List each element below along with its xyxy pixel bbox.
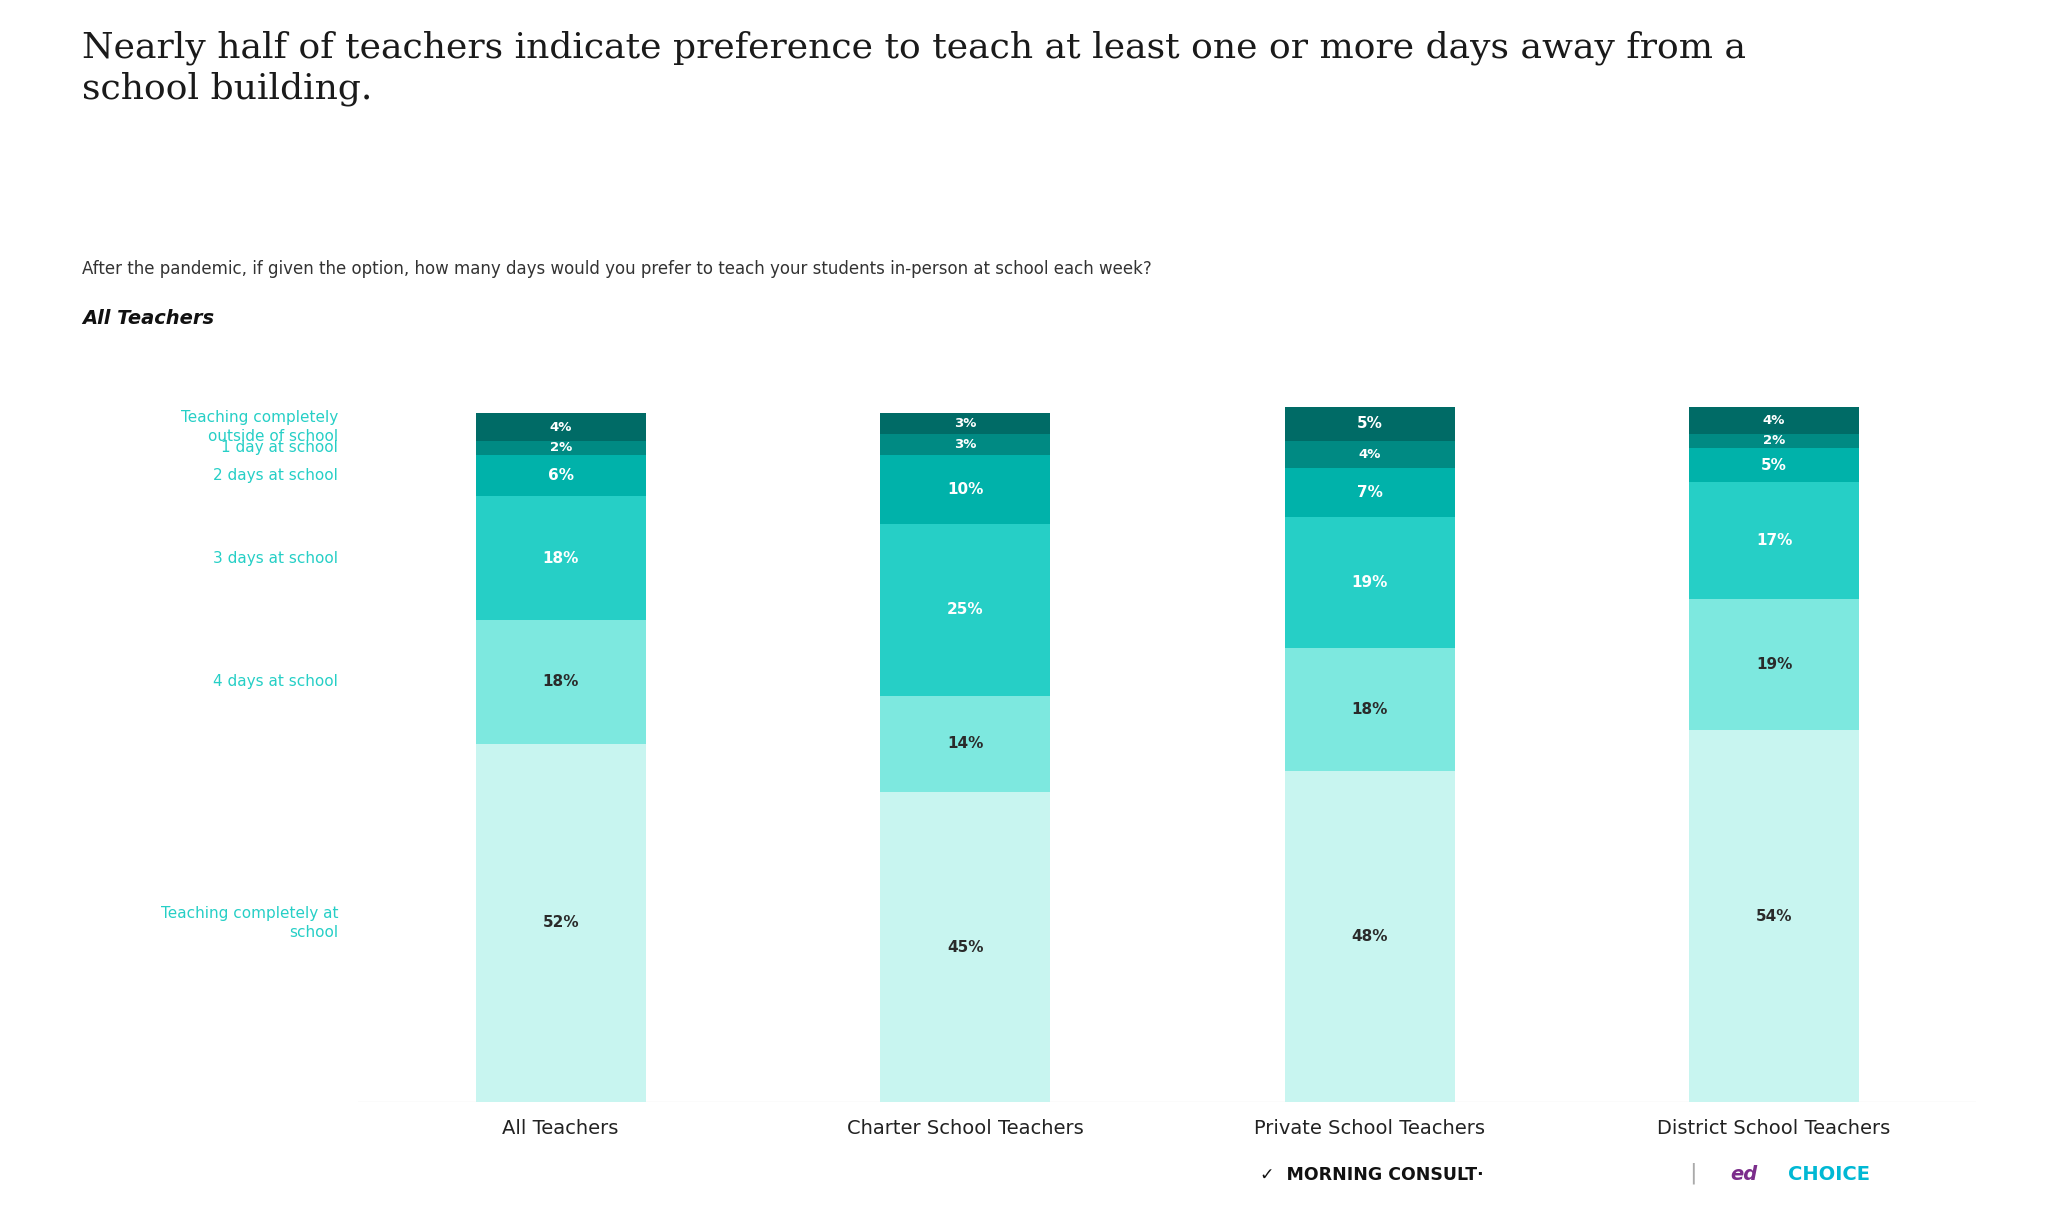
- Text: 5%: 5%: [1356, 417, 1382, 431]
- Bar: [1690, 434, 1860, 448]
- Text: 2 days at school: 2 days at school: [213, 467, 338, 483]
- Bar: [1690, 448, 1860, 482]
- Bar: [475, 441, 645, 454]
- Text: 5%: 5%: [1761, 458, 1788, 472]
- Text: Nearly half of teachers indicate preference to teach at least one or more days a: Nearly half of teachers indicate prefere…: [82, 30, 1745, 107]
- Text: 1 day at school: 1 day at school: [221, 441, 338, 455]
- Text: 10%: 10%: [946, 482, 983, 497]
- Bar: [475, 454, 645, 497]
- Text: Teaching completely at
school: Teaching completely at school: [160, 906, 338, 940]
- Bar: [475, 620, 645, 744]
- Text: 52%: 52%: [543, 916, 580, 930]
- Text: Teaching completely
outside of school: Teaching completely outside of school: [180, 411, 338, 444]
- Bar: [1284, 469, 1454, 517]
- Text: 6%: 6%: [547, 467, 573, 483]
- Text: 18%: 18%: [1352, 702, 1389, 717]
- Bar: [1284, 648, 1454, 771]
- Text: 4 days at school: 4 days at school: [213, 675, 338, 689]
- Text: |: |: [1690, 1163, 1698, 1184]
- Bar: [881, 696, 1051, 792]
- Bar: [1284, 441, 1454, 469]
- Text: 25%: 25%: [946, 602, 983, 618]
- Text: 2%: 2%: [549, 441, 571, 454]
- Bar: [475, 413, 645, 441]
- Bar: [475, 744, 645, 1102]
- Text: 4%: 4%: [1358, 448, 1380, 461]
- Text: 3%: 3%: [954, 438, 977, 450]
- Text: 4%: 4%: [549, 420, 571, 434]
- Text: 4%: 4%: [1763, 414, 1786, 426]
- Text: 45%: 45%: [946, 940, 983, 954]
- Text: 2%: 2%: [1763, 435, 1786, 447]
- Text: 48%: 48%: [1352, 929, 1389, 945]
- Text: After the pandemic, if given the option, how many days would you prefer to teach: After the pandemic, if given the option,…: [82, 260, 1151, 279]
- Bar: [881, 413, 1051, 434]
- Text: 54%: 54%: [1755, 908, 1792, 924]
- Bar: [1690, 482, 1860, 599]
- Text: 3 days at school: 3 days at school: [213, 551, 338, 566]
- Text: ed: ed: [1731, 1165, 1757, 1184]
- Bar: [881, 523, 1051, 696]
- Text: 3%: 3%: [954, 418, 977, 430]
- Text: ✓  MORNING CONSULT·: ✓ MORNING CONSULT·: [1260, 1166, 1483, 1184]
- Bar: [881, 454, 1051, 523]
- Bar: [1284, 771, 1454, 1102]
- Text: CHOICE: CHOICE: [1788, 1165, 1870, 1184]
- Bar: [1690, 407, 1860, 434]
- Text: 17%: 17%: [1755, 533, 1792, 549]
- Bar: [1284, 407, 1454, 441]
- Bar: [881, 792, 1051, 1102]
- Bar: [1690, 730, 1860, 1102]
- Text: 7%: 7%: [1356, 486, 1382, 500]
- Bar: [881, 434, 1051, 454]
- Bar: [475, 497, 645, 620]
- Text: All Teachers: All Teachers: [82, 309, 215, 328]
- Text: 14%: 14%: [946, 736, 983, 752]
- Text: 19%: 19%: [1755, 658, 1792, 672]
- Text: 19%: 19%: [1352, 574, 1389, 590]
- Bar: [1284, 517, 1454, 648]
- Text: 18%: 18%: [543, 551, 580, 566]
- Text: 18%: 18%: [543, 675, 580, 689]
- Bar: [1690, 599, 1860, 730]
